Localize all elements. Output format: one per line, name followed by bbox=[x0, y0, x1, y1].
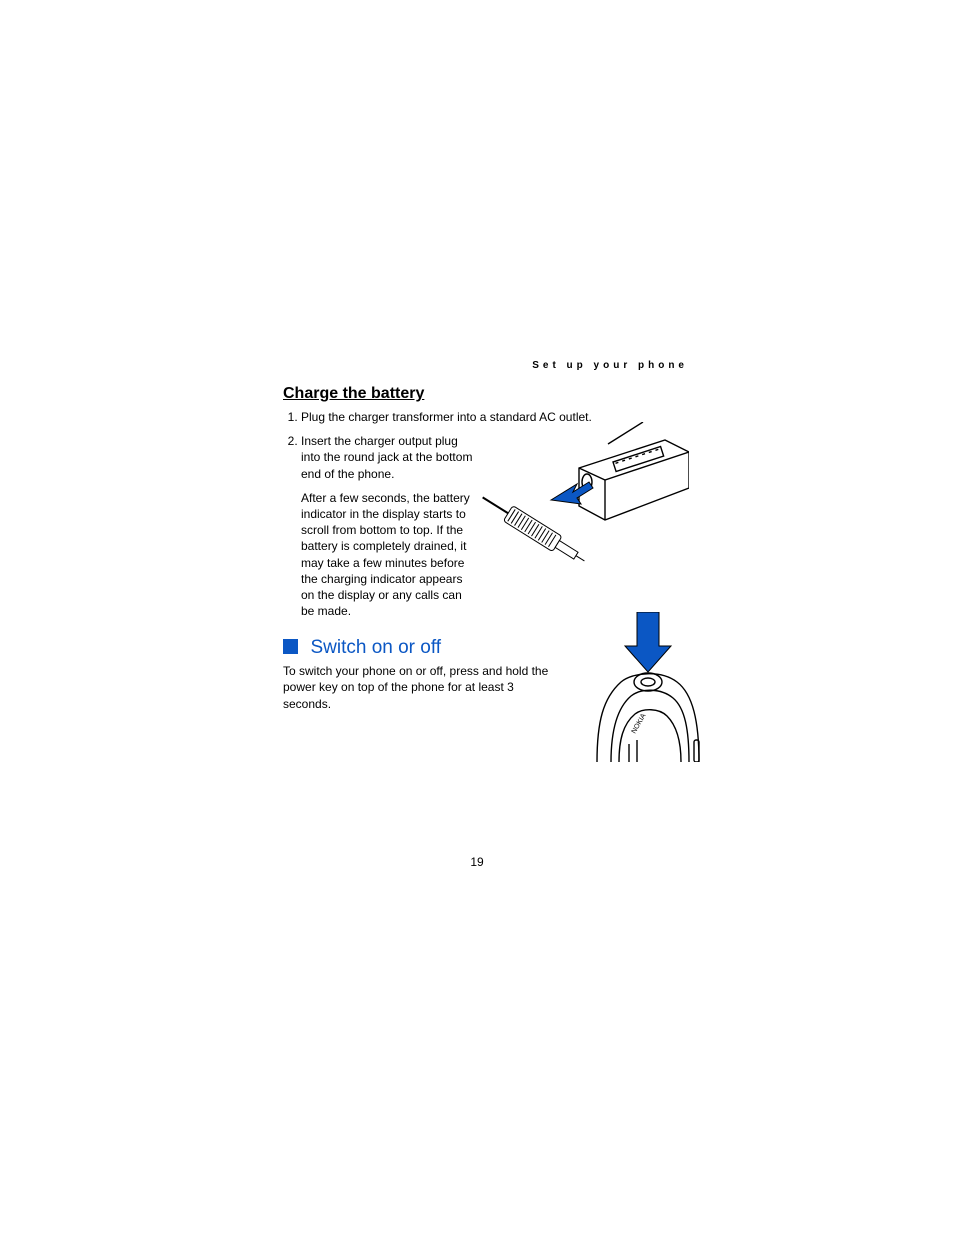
page-number: 19 bbox=[470, 855, 483, 869]
running-header: Set up your phone bbox=[532, 360, 688, 371]
section-bullet-icon bbox=[283, 639, 298, 654]
down-arrow-icon bbox=[625, 612, 671, 672]
manual-page: Set up your phone Charge the battery Plu… bbox=[0, 0, 954, 1235]
step-2: Insert the charger output plug into the … bbox=[301, 433, 473, 482]
switch-body-text: To switch your phone on or off, press an… bbox=[283, 663, 563, 712]
content-block: Set up your phone Charge the battery Plu… bbox=[283, 360, 688, 712]
after-steps-text: After a few seconds, the battery indicat… bbox=[301, 490, 473, 620]
figure-charger-plug bbox=[473, 422, 689, 582]
direction-arrow-icon bbox=[551, 482, 593, 504]
heading-switch-on-off: Switch on or off bbox=[310, 637, 441, 659]
figure-power-key: NOKIA bbox=[581, 612, 701, 762]
heading-charge-battery: Charge the battery bbox=[283, 385, 688, 403]
